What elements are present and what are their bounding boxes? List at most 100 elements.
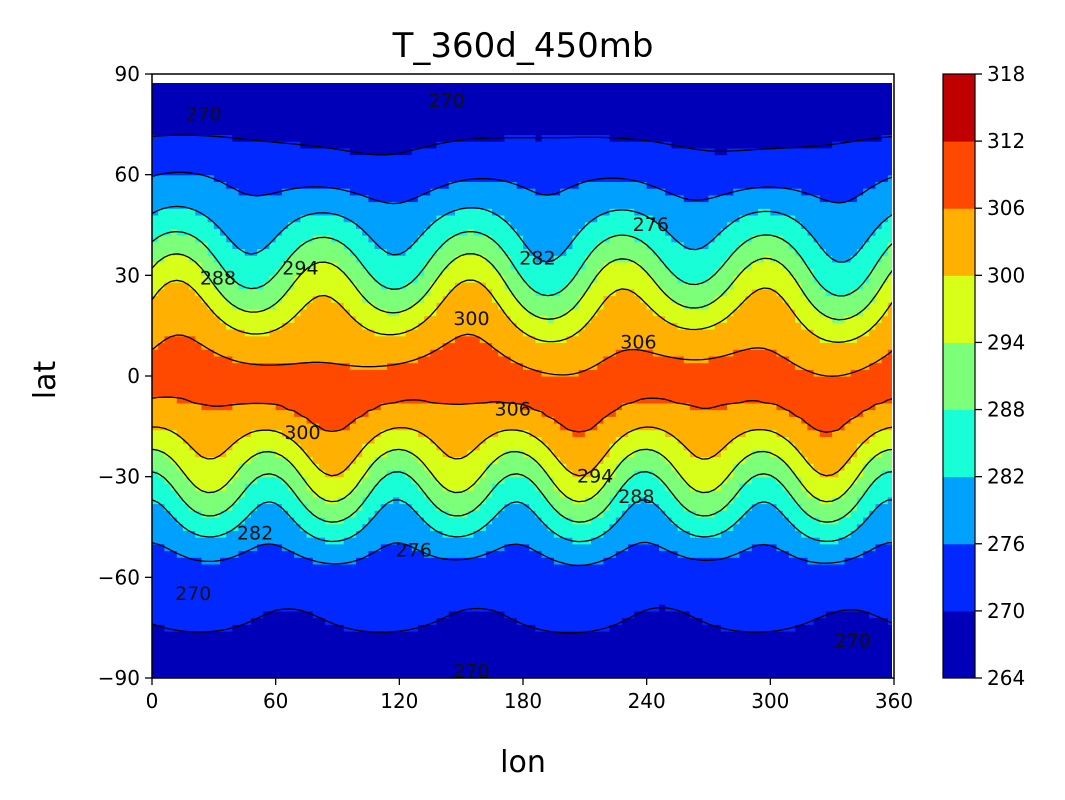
contour-cell [386,537,394,545]
contour-cell [325,604,332,612]
contour-cell [312,416,320,424]
contour-cell [708,537,716,545]
contour-cell [374,483,382,491]
contour-cell [424,631,431,639]
contour-cell [461,422,468,431]
contour-cell [739,624,747,632]
contour-cell [411,584,419,592]
contour-cell [733,557,741,565]
contour-cell [325,530,332,538]
contour-cell [430,396,438,404]
contour-cell [615,416,623,424]
contour-cell [869,664,877,672]
contour-cell [708,657,716,666]
contour-cell [553,409,561,417]
contour-cell [887,597,892,605]
contour-cell [659,651,666,659]
contour-cell [182,436,190,444]
contour-cell [807,516,815,525]
contour-cell [863,631,870,639]
contour-cell [615,523,623,531]
contour-cell [813,604,821,612]
contour-cell [386,651,394,659]
contour-cell [553,402,561,411]
contour-cell [380,396,388,404]
contour-cell [578,604,586,612]
contour-cell [764,530,771,538]
contour-cell [523,443,530,451]
contour-cell [485,651,493,659]
contour-cell [275,543,283,552]
contour-cell [597,469,604,478]
contour-cell [454,409,462,417]
contour-cell [312,570,320,578]
contour-cell [349,402,357,411]
contour-cell [356,510,363,518]
contour-cell [312,409,320,417]
contour-cell [832,463,839,471]
contour-cell [553,496,561,505]
contour-cell [733,664,741,672]
contour-cell [683,637,691,646]
contour-cell [523,631,530,639]
contour-cell [646,644,654,652]
contour-cell [380,490,388,498]
contour-cell [504,604,512,612]
contour-cell [838,463,846,471]
contour-cell [739,469,747,478]
contour-cell [504,416,512,424]
contour-cell [244,476,252,484]
contour-cell [541,651,549,659]
contour-cell [597,516,604,525]
contour-cell [825,557,833,565]
contour-cell [541,637,549,646]
contour-cell [201,550,209,558]
contour-cell [250,436,258,444]
contour-cell [523,416,530,424]
contour-cell [158,637,165,646]
contour-cell [628,624,635,632]
contour-cell [819,570,827,578]
contour-cell [535,496,543,505]
contour-cell [374,422,382,431]
contour-cell [454,671,462,678]
contour-cell [807,644,815,652]
contour-cell [263,557,271,565]
contour-cell [621,503,629,511]
contour-cell [720,422,728,431]
contour-cell [572,449,580,458]
contour-cell [386,570,394,578]
contour-cell [628,490,635,498]
contour-cell [238,657,246,666]
contour-cell [838,550,846,558]
contour-cell [362,456,370,464]
contour-cell [257,537,264,545]
contour-cell [751,436,759,444]
contour-cell [572,543,580,552]
contour-cell [751,543,759,552]
contour-cell [696,671,703,678]
contour-cell [776,543,784,552]
contour-cell [850,624,858,632]
contour-cell [770,523,778,531]
contour-cell [850,664,858,672]
contour-cell [646,523,654,531]
contour-cell [553,469,561,478]
contour-cell [399,563,407,572]
contour-cell [436,664,444,672]
contour-cell [405,597,413,605]
contour-cell [288,631,295,639]
contour-cell [201,671,209,678]
contour-cell [727,503,734,511]
contour-cell [788,631,796,639]
contour-cell [708,617,716,625]
contour-cell [454,449,462,458]
contour-cell [788,476,796,484]
contour-cell [331,436,339,444]
contour-cell [887,469,892,478]
contour-cell [757,436,765,444]
contour-cell [856,537,864,545]
contour-cell [819,637,827,646]
contour-cell [213,637,221,646]
contour-cell [325,409,332,417]
